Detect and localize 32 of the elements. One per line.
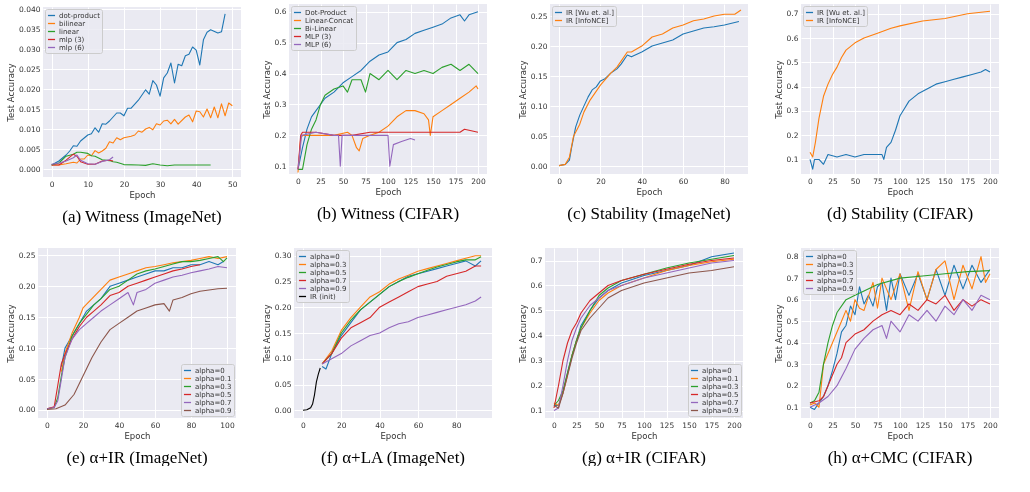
text: (h) α+CMC (CIFAR): [827, 448, 973, 467]
line-series: [321, 296, 482, 365]
y-axis-title: Test Accuracy: [773, 60, 784, 120]
text: (g) α+IR (CIFAR): [582, 448, 706, 467]
line-series: [302, 367, 321, 411]
line-series: [809, 10, 991, 158]
x-axis-title: Epoch: [124, 431, 151, 441]
x-axis-title: Epoch: [380, 431, 407, 441]
y-axis-title: Test Accuracy: [261, 60, 272, 120]
x-axis-title: Epoch: [631, 431, 658, 441]
y-axis-title: Test Accuracy: [261, 304, 272, 364]
y-axis-title: Test Accuracy: [517, 304, 528, 364]
y-axis-title: Test Accuracy: [773, 304, 784, 364]
text: (a) Witness (ImageNet): [62, 207, 222, 226]
line-series: [51, 13, 226, 166]
x-axis-title: Epoch: [375, 187, 402, 197]
text: (f) α+LA (ImageNet): [320, 448, 466, 467]
text: (e) α+IR (ImageNet): [66, 448, 208, 467]
text: (b) Witness (CIFAR): [316, 204, 460, 223]
line-series: [297, 85, 479, 174]
line-series: [297, 131, 416, 170]
line-series: [297, 63, 479, 170]
y-axis-title: Test Accuracy: [5, 304, 16, 364]
x-axis-title: Epoch: [887, 431, 914, 441]
y-axis-title: Test Accuracy: [517, 60, 528, 120]
x-axis-title: Epoch: [636, 187, 663, 197]
y-axis-title: Test Accuracy: [6, 63, 17, 123]
line-series: [809, 69, 991, 170]
x-axis-title: Epoch: [129, 190, 156, 200]
x-axis-title: Epoch: [887, 187, 914, 197]
text: (c) Stability (ImageNet): [567, 204, 731, 223]
text: (d) Stability (CIFAR): [826, 204, 974, 223]
